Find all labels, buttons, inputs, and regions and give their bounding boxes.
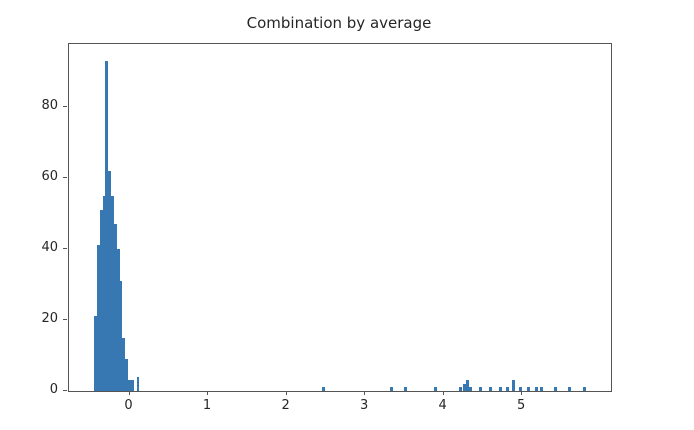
histogram-bar	[97, 245, 100, 391]
histogram-bar	[321, 387, 325, 391]
histogram-bar	[519, 387, 523, 391]
histogram-bar	[136, 376, 140, 391]
histogram-bar	[498, 387, 502, 391]
histogram-bar	[113, 224, 117, 391]
histogram-bar	[130, 380, 134, 391]
histogram-bar	[465, 380, 469, 391]
histogram-bar	[462, 383, 466, 391]
y-tick-mark	[63, 176, 67, 178]
x-tick-mark	[442, 391, 444, 395]
histogram-bar	[116, 248, 120, 391]
y-tick-mark	[63, 390, 67, 391]
x-tick-mark	[364, 391, 366, 395]
histogram-bar	[479, 387, 483, 391]
x-tick-label: 5	[517, 398, 526, 413]
histogram-bar	[119, 280, 123, 391]
histogram-bar	[102, 195, 106, 391]
x-tick-mark	[285, 391, 287, 395]
histogram-bar	[582, 387, 586, 391]
x-tick-label: 3	[359, 398, 369, 413]
x-tick-mark	[521, 391, 523, 395]
y-tick-label: 20	[41, 311, 58, 326]
chart-title: Combination by average	[246, 14, 432, 32]
histogram-bar	[128, 380, 131, 391]
histogram-bar	[567, 387, 571, 391]
x-tick-label: 2	[281, 398, 290, 413]
histogram-bar	[404, 387, 408, 391]
y-tick-mark	[63, 247, 67, 249]
y-tick-label: 80	[41, 97, 58, 113]
x-tick-label: 0	[124, 398, 133, 413]
histogram-bar	[512, 380, 516, 391]
histogram-bar	[94, 316, 97, 391]
histogram-bar	[540, 387, 544, 391]
histogram-bar	[505, 387, 509, 391]
y-tick-label: 60	[41, 168, 58, 184]
histogram-bar	[111, 195, 114, 391]
histogram-bar	[105, 60, 109, 391]
histogram-bar	[108, 170, 112, 391]
histogram-bar	[527, 387, 531, 391]
histogram-bar	[488, 387, 492, 391]
histogram-bar	[534, 387, 538, 391]
plot-area	[68, 43, 612, 392]
x-tick-mark	[128, 391, 130, 395]
histogram-bar	[459, 387, 463, 391]
histogram-bar	[125, 359, 128, 391]
histogram-bar	[434, 387, 438, 391]
y-tick-mark	[63, 319, 67, 320]
histogram-bar	[389, 387, 393, 391]
y-tick-label: 40	[41, 239, 58, 255]
histogram-bar	[99, 209, 103, 391]
histogram-bar	[553, 387, 557, 391]
x-tick-mark	[207, 391, 208, 395]
y-tick-label: 0	[49, 382, 58, 397]
histogram-bar	[122, 337, 126, 391]
x-tick-label: 1	[202, 398, 212, 413]
y-tick-mark	[63, 105, 67, 107]
histogram-bar	[468, 387, 472, 391]
x-tick-label: 4	[438, 398, 447, 413]
